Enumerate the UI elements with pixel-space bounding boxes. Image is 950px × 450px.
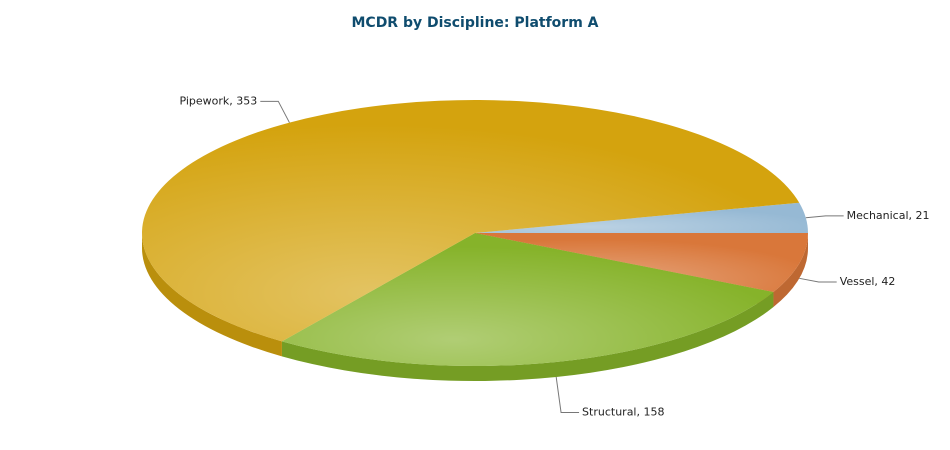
chart-title: MCDR by Discipline: Platform A [351, 15, 598, 31]
slice-side-shade [142, 233, 282, 357]
data-label: Pipework, 353 [179, 94, 257, 107]
data-label: Structural, 158 [582, 405, 664, 418]
slice-shine [281, 233, 774, 366]
slice-shine [475, 233, 808, 293]
slice-side [281, 292, 774, 382]
slice-side [773, 233, 808, 308]
slice-side-shade [773, 233, 808, 308]
leader-line [260, 100, 290, 123]
slice-side-shade [281, 292, 774, 382]
slice-side [142, 233, 282, 357]
slice-shine [142, 100, 800, 342]
slice-shine [475, 202, 808, 233]
leader-line [799, 277, 837, 283]
data-label: Vessel, 42 [840, 275, 896, 288]
data-label: Mechanical, 21 [847, 209, 930, 222]
leader-line [805, 215, 844, 219]
leader-line [555, 376, 580, 413]
